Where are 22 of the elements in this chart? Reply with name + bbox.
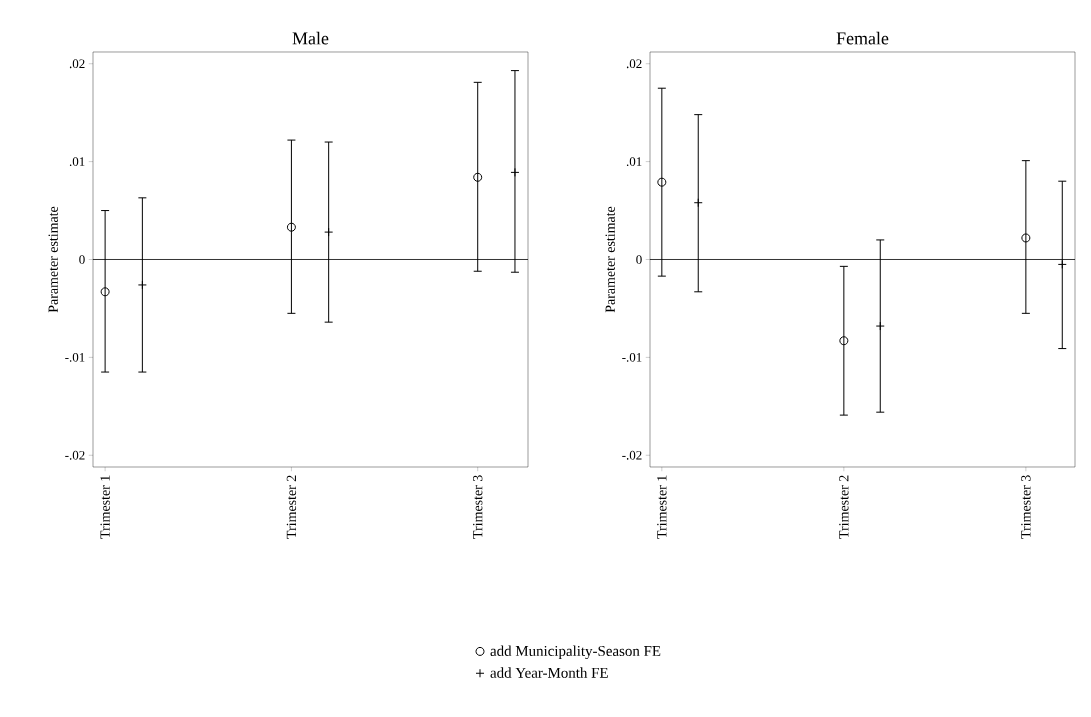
y-tick-label: .01 xyxy=(69,157,85,167)
y-axis-title: Parameter estimate xyxy=(605,206,615,313)
x-tick-label: Trimester 1 xyxy=(100,475,110,539)
y-tick-label: -.01 xyxy=(622,352,642,362)
y-tick-label: -.02 xyxy=(622,450,642,460)
x-tick-label: Trimester 3 xyxy=(473,475,483,539)
x-tick-label: Trimester 2 xyxy=(286,475,297,539)
y-tick-label: .02 xyxy=(626,59,642,69)
x-tick-label: Trimester 3 xyxy=(1021,475,1031,539)
chart-title: Female xyxy=(836,31,889,45)
x-tick-label: Trimester 1 xyxy=(657,475,667,539)
legend-label: add Year-Month FE xyxy=(490,667,608,678)
x-tick-label: Trimester 2 xyxy=(839,475,849,539)
y-tick-label: 0 xyxy=(636,255,642,264)
y-tick-label: -.01 xyxy=(65,352,85,362)
y-tick-label: .02 xyxy=(69,59,85,69)
y-axis-title: Parameter estimate xyxy=(48,206,58,313)
chart-title: Male xyxy=(292,31,329,45)
y-tick-label: .01 xyxy=(626,157,642,167)
legend-label: add Municipality-Season FE xyxy=(490,645,661,660)
y-tick-label: -.02 xyxy=(65,450,85,460)
y-tick-label: 0 xyxy=(79,255,85,264)
